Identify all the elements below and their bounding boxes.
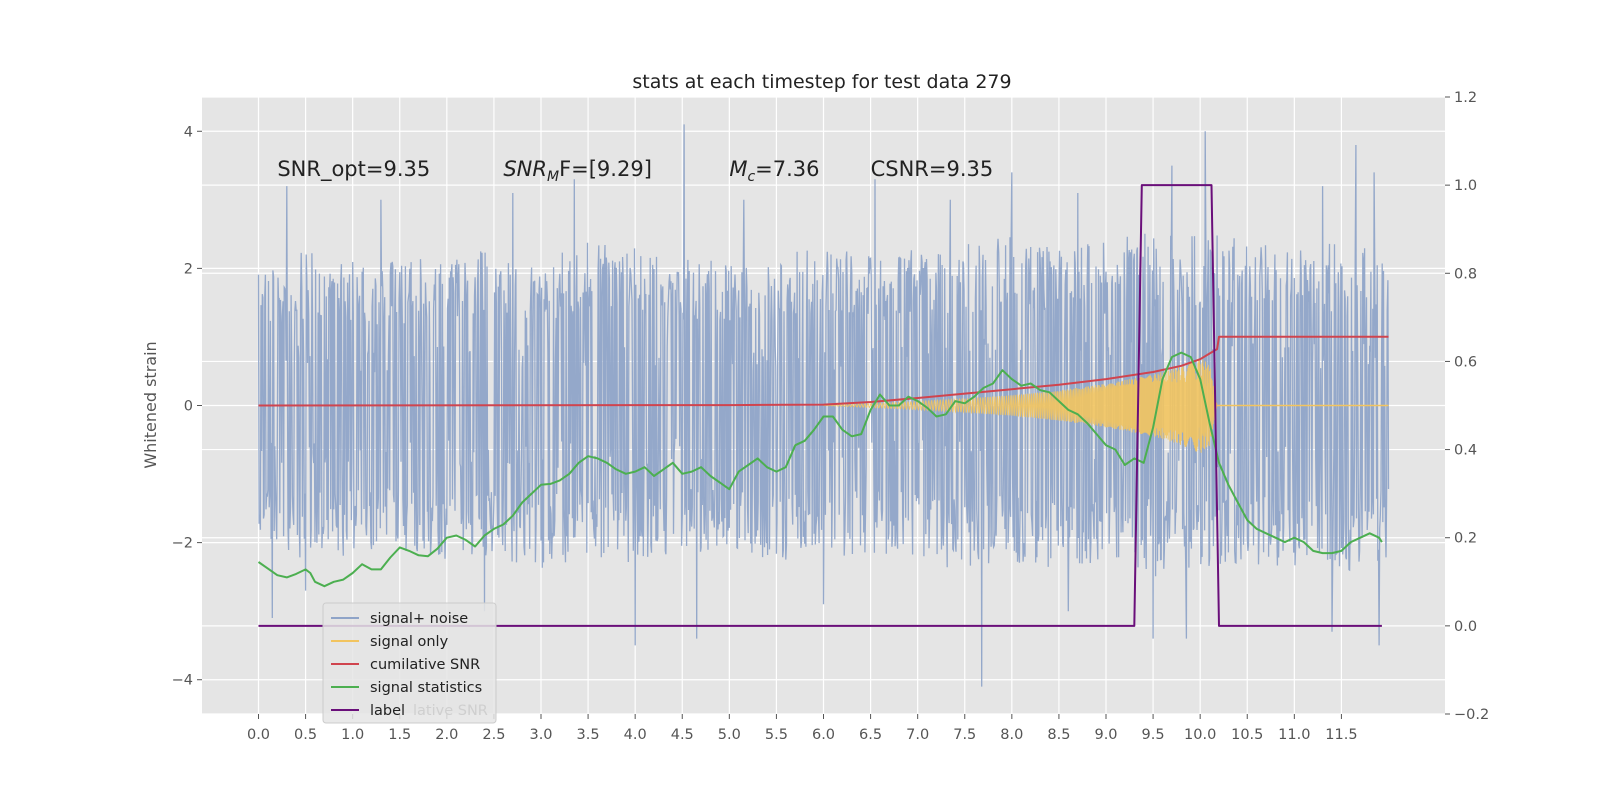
y-tick-label-left: 0 xyxy=(184,399,193,415)
annotation-3: CSNR=9.35 xyxy=(871,157,994,181)
y-tick-label-left: −4 xyxy=(172,673,193,689)
annotation-subscript: M xyxy=(547,169,559,185)
x-tick-label: 7.0 xyxy=(906,727,929,743)
series-signal-statistics xyxy=(257,351,1383,588)
y-tick-label-right: 1.0 xyxy=(1454,178,1477,194)
legend-label: signal statistics xyxy=(370,680,482,696)
annotation-1: SNRMF=[9.29] xyxy=(503,157,652,185)
annotation-base: M xyxy=(729,157,747,181)
y-tick-label-right: 0.2 xyxy=(1454,531,1477,547)
x-tick-label: 3.0 xyxy=(529,727,552,743)
x-tick-label: 11.0 xyxy=(1278,727,1310,743)
annotation-subscript: c xyxy=(747,169,755,185)
legend-box xyxy=(322,602,497,724)
x-tick-label: 10.0 xyxy=(1184,727,1216,743)
y-tick-label-left: 4 xyxy=(184,124,193,140)
chart-title: stats at each timestep for test data 279 xyxy=(632,71,1011,93)
x-tick-label: 5.5 xyxy=(765,727,788,743)
annotation-rest: F=[9.29] xyxy=(559,157,652,181)
y-tick-label-right: 0.4 xyxy=(1454,443,1477,459)
y-tick-label-left: 2 xyxy=(184,261,193,277)
legend-label: signal only xyxy=(370,634,449,650)
x-tick-label: 9.5 xyxy=(1142,727,1165,743)
y-tick-label-right: 0.0 xyxy=(1454,619,1477,635)
legend-overlap-text: lative SNR xyxy=(413,703,488,719)
series-signal-noise xyxy=(257,124,1390,687)
legend: signal+ noise signal only cumilative SNR si… xyxy=(322,602,497,724)
x-tick-label: 0.0 xyxy=(247,727,270,743)
x-tick-label: 8.5 xyxy=(1047,727,1070,743)
y-tick-label-left: −2 xyxy=(172,536,193,552)
x-tick-label: 9.0 xyxy=(1094,727,1117,743)
x-tick-label: 3.5 xyxy=(577,727,600,743)
x-tick-label: 1.5 xyxy=(388,727,411,743)
x-tick-label: 6.5 xyxy=(859,727,882,743)
y-tick-label-right: −0.2 xyxy=(1454,707,1489,723)
annotation-rest: =7.36 xyxy=(755,157,819,181)
x-tick-label: 2.5 xyxy=(482,727,505,743)
x-tick-label: 10.5 xyxy=(1231,727,1263,743)
series-label xyxy=(258,184,1382,627)
x-tick-label: 4.0 xyxy=(624,727,647,743)
legend-label: cumilative SNR xyxy=(370,657,480,673)
series-layer xyxy=(257,124,1390,687)
annotation-base: SNR xyxy=(503,157,547,181)
x-tick-label: 4.5 xyxy=(671,727,694,743)
legend-label: signal+ noise xyxy=(370,611,468,627)
x-tick-label: 11.5 xyxy=(1325,727,1357,743)
x-tick-label: 6.0 xyxy=(812,727,835,743)
annotation-0: SNR_opt=9.35 xyxy=(277,157,430,182)
x-tick-label: 1.0 xyxy=(341,727,364,743)
x-tick-label: 5.0 xyxy=(718,727,741,743)
x-tick-label: 8.0 xyxy=(1000,727,1023,743)
x-tick-label: 2.0 xyxy=(435,727,458,743)
legend-label: label xyxy=(370,703,405,719)
y-axis-label: Whitened strain xyxy=(141,341,160,468)
y-tick-label-right: 0.6 xyxy=(1454,354,1477,370)
x-tick-label: 7.5 xyxy=(953,727,976,743)
y-tick-label-right: 0.8 xyxy=(1454,266,1477,282)
annotation-2: Mc=7.36 xyxy=(729,157,819,185)
x-tick-label: 0.5 xyxy=(294,727,317,743)
y-tick-label-right: 1.2 xyxy=(1454,90,1477,106)
annotations: SNR_opt=9.35 SNRMF=[9.29] Mc=7.36 CSNR=9.35 xyxy=(277,157,993,185)
axes: 0.0 0.5 1.0 1.5 2.0 2.5 3.0 3.5 4.0 4.5 5.0 5.5 6.0 6… xyxy=(172,90,1490,743)
